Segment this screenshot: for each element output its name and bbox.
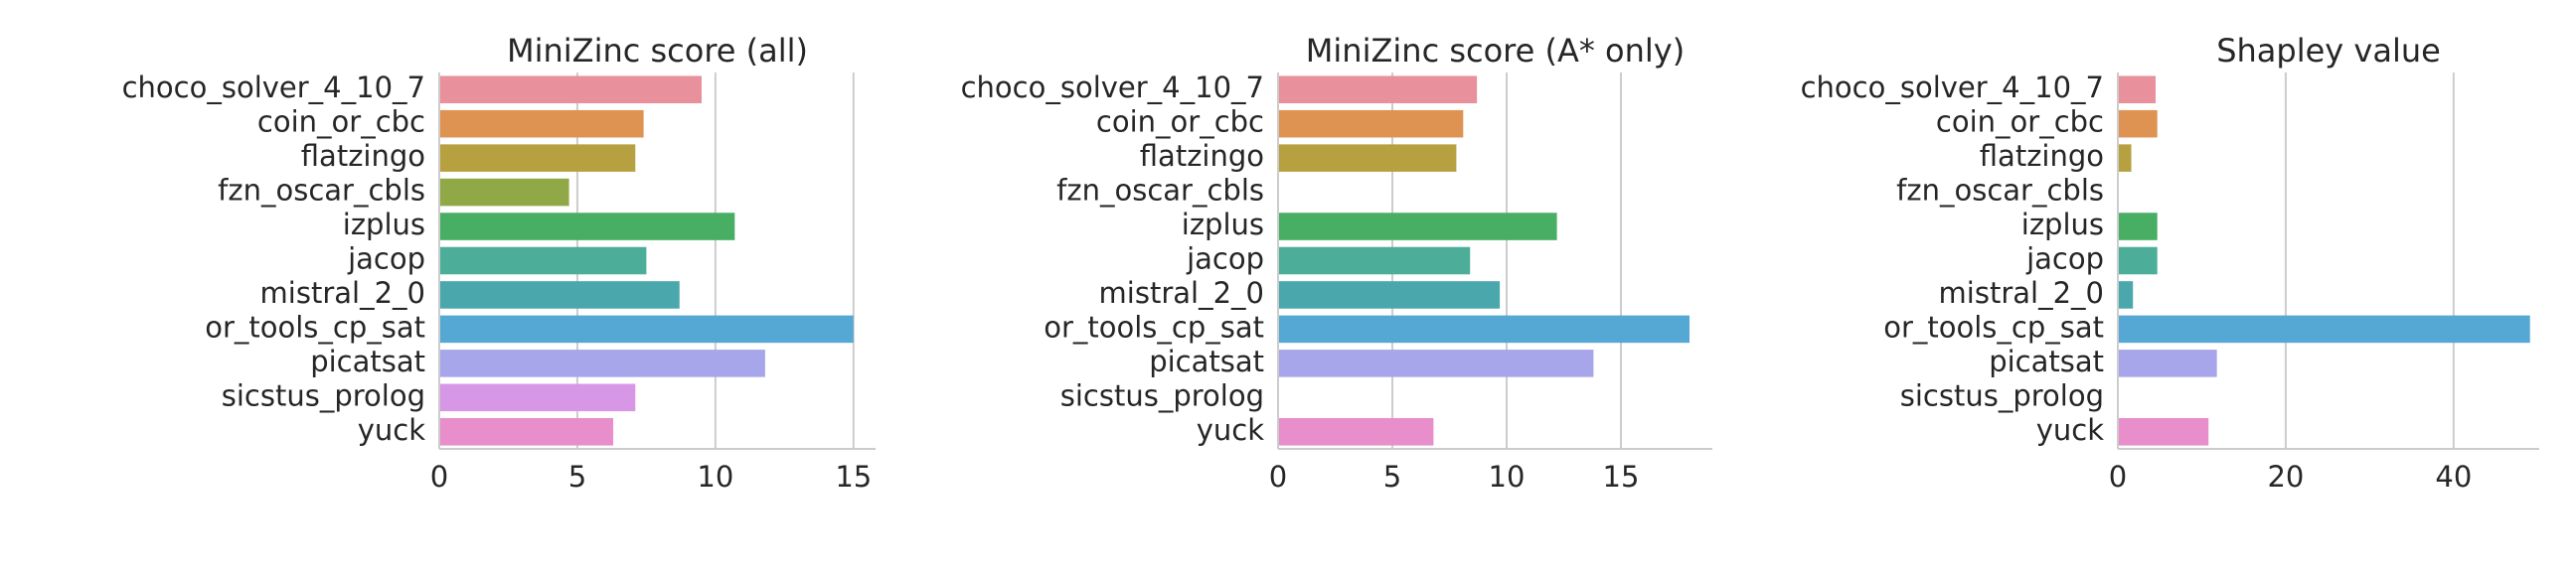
x-tick-label: 15	[835, 460, 872, 494]
y-tick-label: sicstus_prolog	[1060, 378, 1264, 412]
y-tick-label: jacop	[347, 242, 425, 276]
y-tick-label: coin_or_cbc	[1936, 105, 2104, 139]
bar	[1278, 350, 1594, 377]
y-tick-label: flatzingo	[301, 139, 425, 173]
chart-title: MiniZinc score (all)	[507, 32, 808, 70]
y-tick-label: picatsat	[1149, 345, 1264, 378]
bar	[1278, 75, 1478, 104]
bar	[2118, 281, 2134, 309]
x-tick-label: 10	[697, 460, 733, 494]
chart-title: Shapley value	[2216, 32, 2441, 70]
bar	[1278, 144, 1457, 172]
bar	[1278, 417, 1434, 446]
bar	[2118, 315, 2530, 344]
bar	[439, 144, 636, 172]
bar	[2118, 417, 2209, 446]
bar	[2118, 213, 2158, 240]
x-tick-label: 0	[2109, 460, 2127, 494]
bar	[1278, 109, 1464, 138]
bar	[439, 213, 735, 240]
y-tick-label: or_tools_cp_sat	[1883, 310, 2104, 344]
x-tick-label: 5	[1383, 460, 1401, 494]
y-tick-label: jacop	[2025, 242, 2104, 276]
bar	[439, 417, 614, 446]
bar	[2118, 75, 2157, 104]
bar	[439, 178, 569, 207]
y-tick-label: sicstus_prolog	[222, 378, 425, 412]
bar	[1278, 213, 1557, 240]
bar	[1278, 281, 1501, 309]
x-tick-label: 40	[2435, 460, 2472, 494]
y-tick-label: mistral_2_0	[1939, 276, 2104, 310]
y-tick-label: mistral_2_0	[1099, 276, 1264, 310]
x-tick-label: 0	[430, 460, 448, 494]
y-tick-label: fzn_oscar_cbls	[1896, 174, 2104, 208]
y-tick-label: choco_solver_4_10_7	[1801, 71, 2104, 104]
chart-title: MiniZinc score (A* only)	[1306, 32, 1685, 70]
bar	[439, 109, 644, 138]
bar	[2118, 350, 2217, 377]
bar	[439, 383, 636, 412]
y-tick-label: flatzingo	[1980, 139, 2104, 173]
y-tick-label: fzn_oscar_cbls	[1056, 174, 1264, 208]
x-tick-label: 0	[1269, 460, 1287, 494]
y-tick-label: fzn_oscar_cbls	[218, 174, 425, 208]
y-tick-label: sicstus_prolog	[1900, 378, 2104, 412]
y-tick-label: or_tools_cp_sat	[205, 310, 425, 344]
bar	[439, 350, 765, 377]
bar	[1278, 246, 1471, 275]
y-tick-label: izplus	[343, 208, 425, 241]
y-tick-label: choco_solver_4_10_7	[122, 71, 425, 104]
y-tick-label: izplus	[2021, 208, 2104, 241]
bar	[1278, 315, 1690, 344]
y-tick-label: jacop	[1186, 242, 1264, 276]
y-tick-label: choco_solver_4_10_7	[961, 71, 1264, 104]
y-tick-label: yuck	[358, 413, 425, 447]
x-tick-label: 15	[1603, 460, 1640, 494]
y-tick-label: coin_or_cbc	[1096, 105, 1264, 139]
bar	[2118, 246, 2158, 275]
bar	[439, 281, 680, 309]
x-tick-label: 20	[2267, 460, 2304, 494]
y-tick-label: mistral_2_0	[260, 276, 425, 310]
bar	[2118, 109, 2158, 138]
y-tick-label: yuck	[2036, 413, 2104, 447]
y-tick-label: izplus	[1182, 208, 1264, 241]
y-tick-label: picatsat	[310, 345, 425, 378]
x-tick-label: 10	[1489, 460, 1526, 494]
bar	[439, 75, 702, 104]
y-tick-label: or_tools_cp_sat	[1044, 310, 1264, 344]
bar	[439, 315, 854, 344]
x-tick-label: 5	[568, 460, 586, 494]
bar	[2118, 144, 2132, 172]
y-tick-label: flatzingo	[1140, 139, 1264, 173]
y-tick-label: coin_or_cbc	[257, 105, 425, 139]
y-tick-label: picatsat	[1989, 345, 2104, 378]
bar	[439, 246, 647, 275]
y-tick-label: yuck	[1197, 413, 1264, 447]
